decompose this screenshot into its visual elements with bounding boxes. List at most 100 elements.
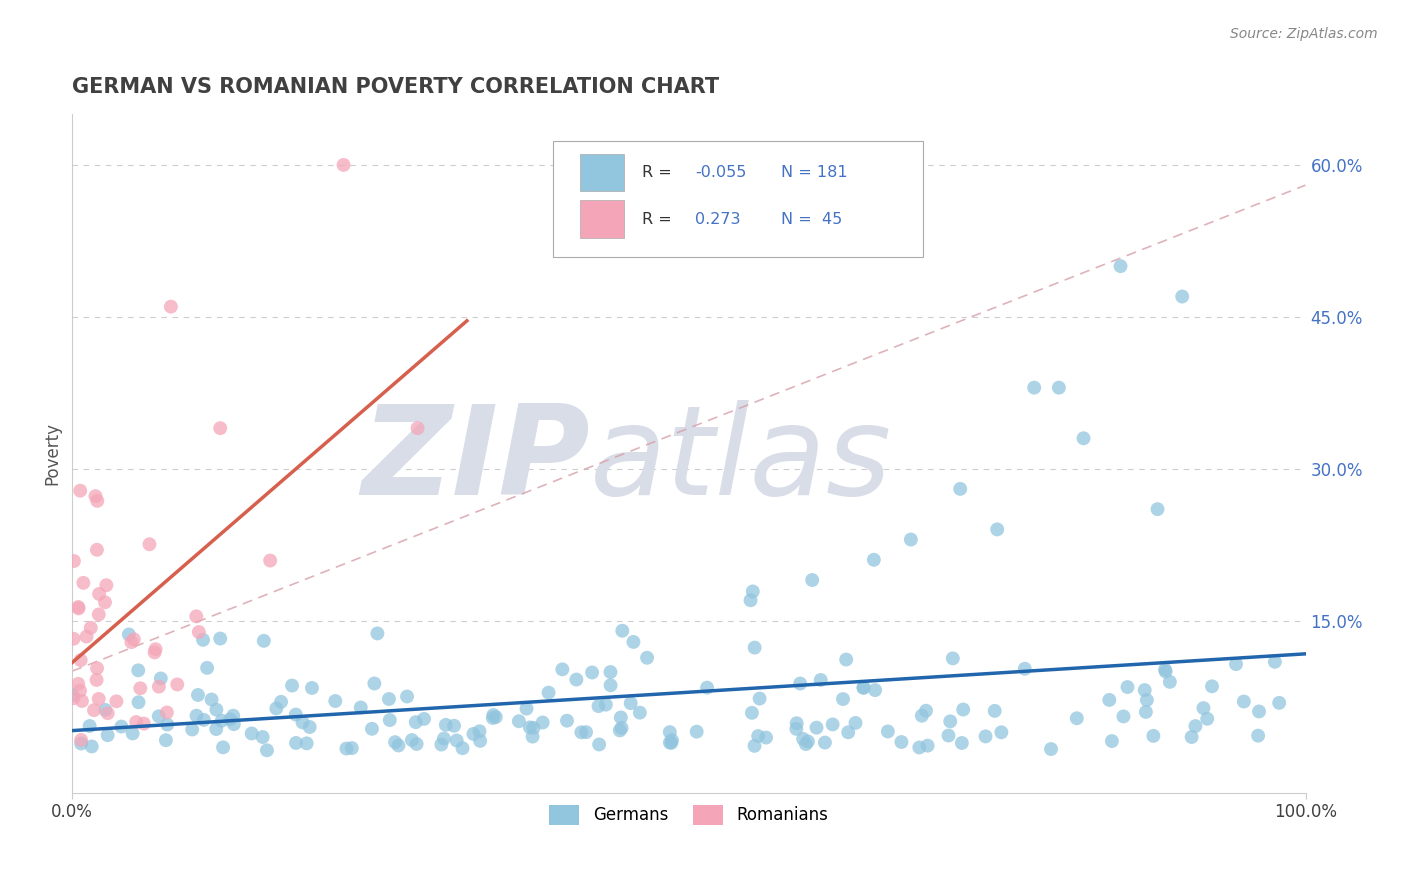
Germans [301, 681, 323, 695]
Germans [1066, 711, 1088, 725]
Germans [986, 523, 1008, 537]
Germans [747, 729, 769, 743]
Y-axis label: Poverty: Poverty [44, 422, 60, 485]
Germans [270, 695, 292, 709]
Romanians [84, 489, 107, 503]
Germans [121, 726, 143, 740]
Germans [298, 720, 321, 734]
Romanians [70, 694, 93, 708]
Germans [1197, 712, 1219, 726]
Germans [252, 730, 274, 744]
Romanians [72, 575, 94, 590]
Germans [1192, 701, 1215, 715]
Germans [1101, 734, 1123, 748]
Germans [551, 662, 574, 676]
Romanians [259, 553, 281, 567]
Bar [581, 201, 623, 238]
Germans [801, 573, 824, 587]
Germans [1024, 381, 1046, 395]
Germans [686, 724, 709, 739]
Germans [295, 736, 318, 750]
Germans [949, 482, 972, 496]
Bar [581, 153, 623, 191]
Romanians [122, 632, 145, 647]
Germans [378, 692, 401, 706]
Romanians [69, 483, 91, 498]
Germans [810, 673, 832, 687]
Germans [405, 737, 427, 751]
Romanians [145, 642, 167, 657]
Germans [443, 719, 465, 733]
Romanians [83, 703, 105, 717]
Germans [155, 733, 177, 747]
Romanians [187, 625, 209, 640]
Germans [127, 663, 149, 677]
Germans [939, 714, 962, 729]
Germans [911, 708, 934, 723]
Romanians [148, 680, 170, 694]
Germans [205, 703, 228, 717]
Germans [696, 681, 718, 695]
Germans [1135, 705, 1157, 719]
Germans [335, 741, 357, 756]
Romanians [87, 607, 110, 622]
Germans [741, 706, 763, 720]
Germans [519, 720, 541, 734]
Romanians [62, 632, 84, 646]
Germans [794, 737, 817, 751]
Germans [481, 711, 503, 725]
Germans [181, 723, 204, 737]
Germans [555, 714, 578, 728]
FancyBboxPatch shape [553, 142, 924, 257]
Romanians [76, 630, 98, 644]
Germans [291, 715, 314, 730]
Germans [401, 733, 423, 747]
Germans [201, 692, 224, 706]
Romanians [97, 706, 120, 721]
Romanians [129, 681, 152, 696]
Germans [515, 701, 537, 715]
Germans [205, 722, 228, 736]
Germans [1014, 662, 1036, 676]
Romanians [86, 542, 108, 557]
Romanians [62, 691, 84, 706]
Germans [118, 627, 141, 641]
Germans [844, 715, 866, 730]
Germans [876, 724, 898, 739]
Germans [661, 733, 683, 747]
Germans [1247, 705, 1270, 719]
Germans [659, 736, 682, 750]
Germans [340, 741, 363, 756]
Germans [285, 736, 308, 750]
Germans [405, 715, 427, 730]
Germans [636, 650, 658, 665]
Romanians [67, 601, 90, 615]
Germans [522, 721, 544, 735]
Germans [1264, 655, 1286, 669]
Germans [1154, 663, 1177, 677]
Germans [612, 624, 634, 638]
Romanians [96, 578, 118, 592]
Romanians [80, 621, 103, 635]
Germans [565, 673, 588, 687]
Germans [94, 703, 117, 717]
Romanians [143, 645, 166, 659]
Germans [219, 712, 242, 726]
Romanians [105, 694, 128, 708]
Germans [623, 635, 645, 649]
Germans [952, 702, 974, 716]
Germans [755, 731, 778, 745]
Germans [430, 738, 453, 752]
Germans [387, 739, 409, 753]
Romanians [166, 677, 188, 691]
Germans [366, 626, 388, 640]
Romanians [186, 609, 208, 624]
Text: Source: ZipAtlas.com: Source: ZipAtlas.com [1230, 27, 1378, 41]
Text: -0.055: -0.055 [695, 165, 747, 180]
Germans [531, 715, 554, 730]
Germans [744, 640, 766, 655]
Romanians [94, 595, 117, 609]
Germans [1171, 289, 1194, 303]
Germans [222, 708, 245, 723]
Germans [1268, 696, 1291, 710]
